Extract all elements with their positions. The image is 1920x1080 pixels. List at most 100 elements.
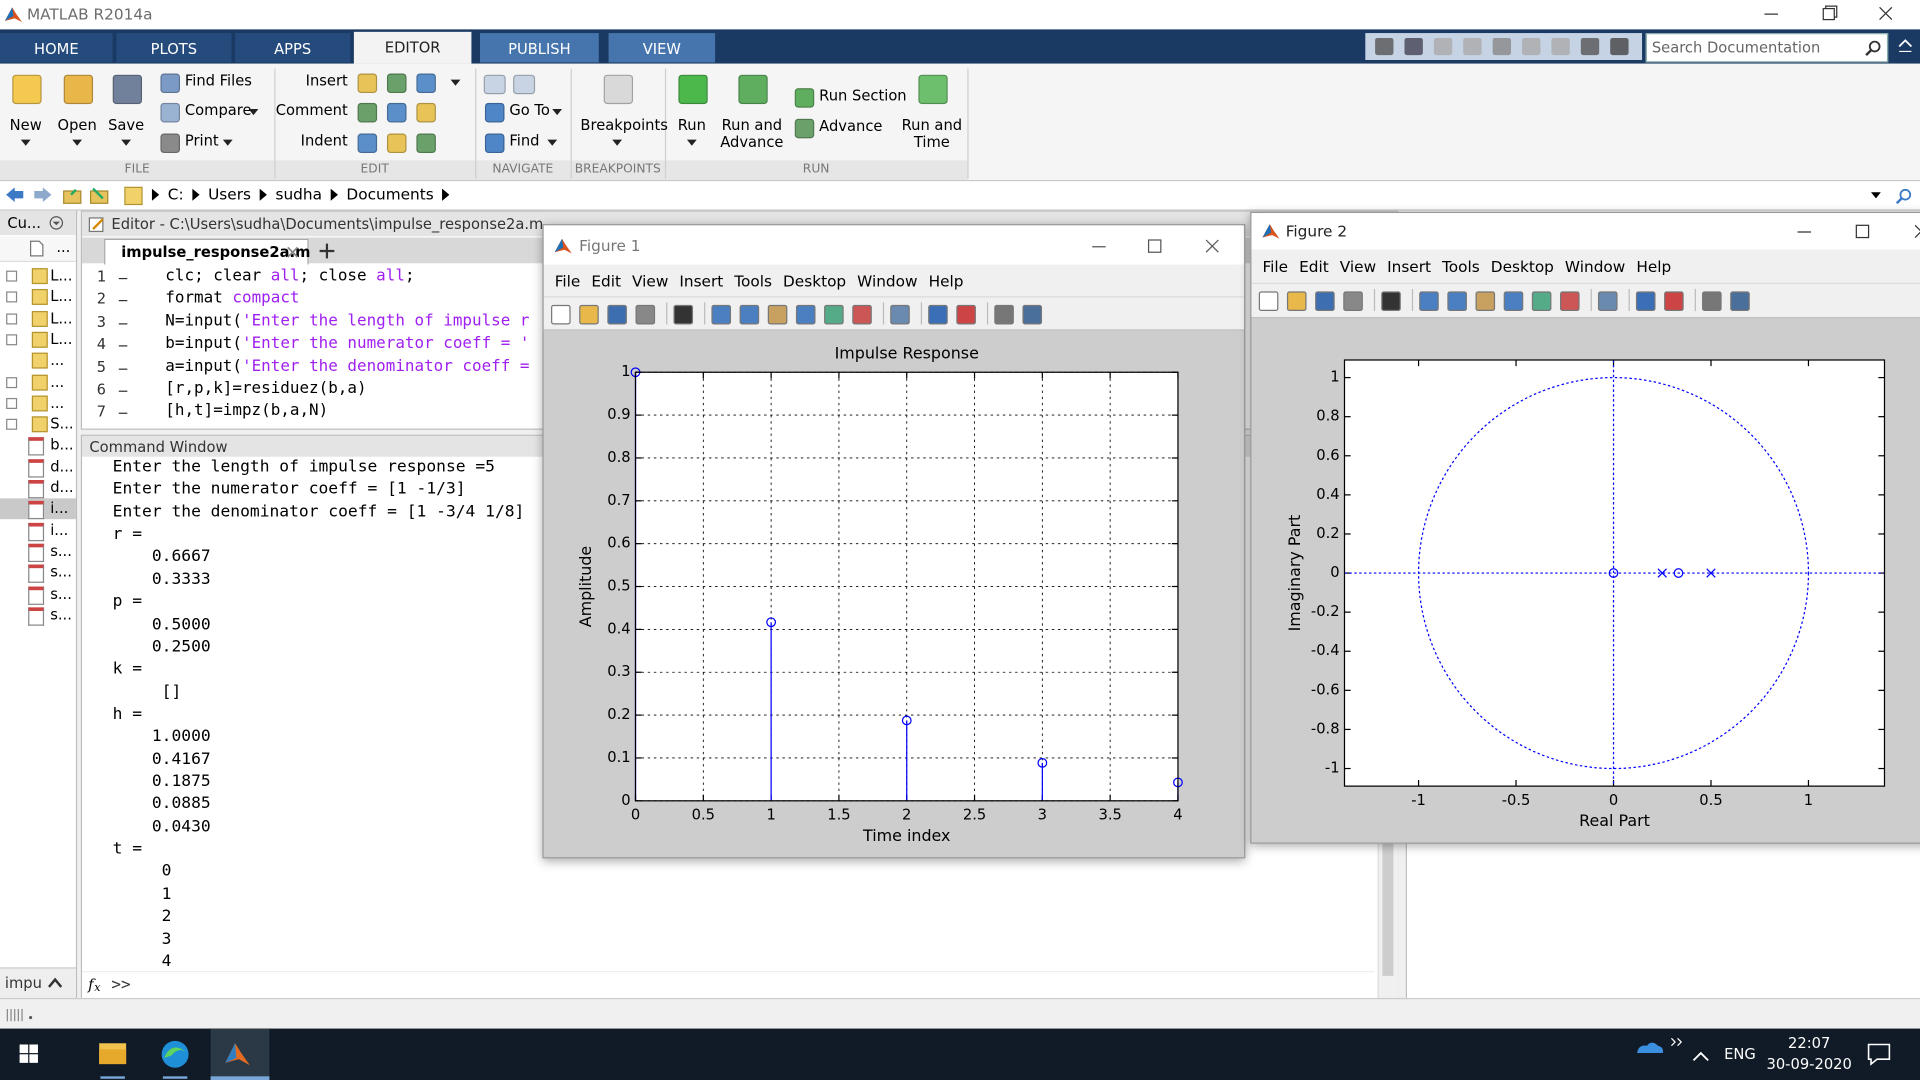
folder-item[interactable]: d...: [0, 478, 76, 499]
folder-item[interactable]: s...: [0, 562, 76, 584]
code-line[interactable]: N=input('Enter the length of impulse r: [165, 312, 529, 330]
toolbar-button[interactable]: [852, 304, 872, 325]
toolstrip-item[interactable]: Print: [184, 132, 219, 150]
toolstrip-button[interactable]: Run and Time: [901, 116, 963, 151]
code-line[interactable]: clc; clear all; close all;: [165, 267, 414, 285]
ribbon-tab[interactable]: PUBLISH: [480, 33, 599, 63]
panel-menu[interactable]: [49, 216, 64, 231]
quick-access-button[interactable]: [1551, 37, 1570, 56]
menu-item[interactable]: Window: [857, 271, 918, 290]
quick-access-button[interactable]: [1404, 37, 1423, 56]
toolbar-button[interactable]: [1343, 291, 1363, 312]
toolbar-button[interactable]: [1419, 291, 1439, 312]
menu-item[interactable]: Desktop: [783, 271, 847, 290]
folder-item[interactable]: L...: [0, 266, 76, 287]
toolstrip-item[interactable]: Advance: [819, 117, 883, 135]
code-line[interactable]: [r,p,k]=residuez(b,a): [165, 380, 366, 398]
taskbar-apps[interactable]: [0, 1028, 282, 1080]
window-controls[interactable]: [1745, 0, 1920, 29]
quick-access-button[interactable]: [1375, 37, 1394, 56]
folder-item[interactable]: L...: [0, 287, 76, 308]
toolstrip-item[interactable]: Comment: [275, 101, 348, 119]
toolbar-button[interactable]: [1635, 291, 1656, 312]
toolbar-button[interactable]: [1560, 291, 1580, 312]
toolstrip-button[interactable]: Open: [57, 116, 97, 134]
toolbar-button[interactable]: [795, 304, 816, 325]
menu-item[interactable]: Tools: [734, 271, 773, 290]
menu-item[interactable]: Help: [1636, 257, 1672, 276]
clock[interactable]: 22:07 30-09-2020: [1763, 1033, 1855, 1075]
toolbar-button[interactable]: [928, 304, 948, 325]
path-breadcrumb[interactable]: C: Users sudha Documents: [151, 184, 450, 204]
language[interactable]: ENG: [1724, 1045, 1756, 1063]
filter-toggle[interactable]: [47, 976, 64, 991]
toolstrip-item[interactable]: Run Section: [819, 86, 907, 105]
toolstrip-button[interactable]: Run: [677, 116, 706, 134]
quick-access-button[interactable]: [1610, 37, 1629, 56]
folder-item[interactable]: L...: [0, 329, 76, 350]
folder-item[interactable]: d...: [0, 456, 76, 478]
system-tray[interactable]: [1629, 1029, 1727, 1080]
path-segment[interactable]: Users: [208, 184, 251, 204]
code-line[interactable]: format compact: [165, 289, 299, 307]
menu-item[interactable]: Help: [928, 271, 964, 290]
folder-item[interactable]: ...: [0, 393, 76, 414]
notifications[interactable]: [1866, 1042, 1893, 1066]
path-segment[interactable]: Documents: [346, 184, 434, 204]
menu-item[interactable]: Edit: [591, 271, 621, 290]
toolbar-button[interactable]: [1475, 291, 1496, 312]
menu-item[interactable]: View: [632, 271, 669, 290]
code-area[interactable]: 1 clc; clear all; close all; 2 format compa…: [82, 264, 1397, 428]
toolbar-button[interactable]: [739, 304, 760, 325]
path-segment[interactable]: C:: [167, 184, 184, 204]
toolbar-button[interactable]: [1315, 291, 1335, 312]
toolbar-button[interactable]: [1531, 291, 1552, 312]
code-line[interactable]: a=input('Enter the denominator coeff =: [165, 357, 529, 375]
toolbar-button[interactable]: [711, 304, 732, 325]
editor-tab[interactable]: impulse_response2a.m: [104, 238, 310, 265]
toolstrip-item[interactable]: Compare: [184, 101, 252, 119]
menu-item[interactable]: File: [1262, 257, 1289, 276]
toolstrip-item[interactable]: Go To: [509, 101, 550, 119]
ribbon-tab[interactable]: APPS: [235, 33, 351, 63]
figure-window-controls[interactable]: [1790, 218, 1920, 245]
toolbar-button[interactable]: [767, 304, 788, 325]
address-controls[interactable]: [1867, 187, 1918, 205]
toolbar-button[interactable]: [1503, 291, 1524, 312]
toolstrip-button[interactable]: Breakpoints: [580, 116, 668, 134]
toolbar-button[interactable]: [994, 304, 1014, 325]
tab-close[interactable]: [287, 246, 299, 258]
toolstrip-button[interactable]: Save: [108, 116, 145, 134]
toolbar-button[interactable]: [1381, 291, 1401, 312]
toolbar-button[interactable]: [890, 304, 910, 325]
code-line[interactable]: b=input('Enter the numerator coeff = ': [165, 335, 529, 353]
menu-item[interactable]: Tools: [1442, 257, 1480, 276]
folder-item[interactable]: s...: [0, 541, 76, 562]
folder-item[interactable]: ...: [0, 372, 76, 393]
menu-item[interactable]: Insert: [1387, 257, 1432, 276]
menu-item[interactable]: Window: [1564, 257, 1626, 276]
toolbar-button[interactable]: [635, 304, 656, 325]
ribbon-tab[interactable]: EDITOR: [353, 31, 472, 64]
toolstrip-item[interactable]: Insert: [305, 72, 348, 90]
toolbar-button[interactable]: [1447, 291, 1467, 312]
ribbon-tab[interactable]: HOME: [0, 33, 113, 63]
quick-access-button[interactable]: [1580, 37, 1600, 56]
search-box[interactable]: Search Documentation: [1645, 33, 1889, 63]
toolstrip-item[interactable]: Find Files: [184, 72, 252, 90]
folder-item[interactable]: i...: [0, 520, 76, 541]
toolstrip-item[interactable]: Find: [509, 132, 540, 150]
toolbar-button[interactable]: [1258, 291, 1279, 312]
code-line[interactable]: [h,t]=impz(b,a,N): [165, 402, 328, 420]
toolbar-button[interactable]: [673, 304, 694, 325]
menu-item[interactable]: Desktop: [1490, 257, 1554, 276]
toolbar-button[interactable]: [956, 304, 976, 325]
quick-access-button[interactable]: [1522, 37, 1541, 56]
toolbar-button[interactable]: [1730, 291, 1750, 312]
folder-item[interactable]: L...: [0, 308, 76, 329]
ribbon-tab[interactable]: VIEW: [608, 33, 716, 63]
folder-item[interactable]: b...: [0, 435, 76, 456]
toolstrip-button[interactable]: Run and Advance: [720, 116, 784, 151]
